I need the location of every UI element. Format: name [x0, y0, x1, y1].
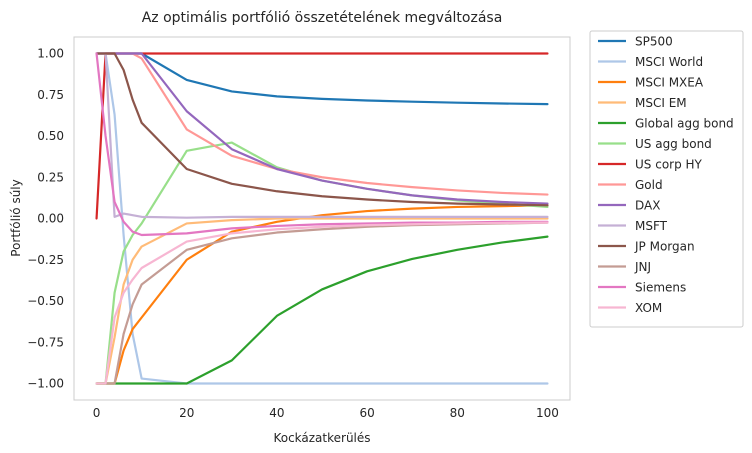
- y-tick-label: 0.00: [37, 212, 64, 226]
- legend-label: Siemens: [635, 281, 686, 295]
- series-line-13: [95, 221, 549, 385]
- y-tick-label: −0.25: [27, 253, 64, 267]
- legend-label: JP Morgan: [634, 240, 695, 254]
- series-line-10: [95, 52, 549, 207]
- x-axis-title: Kockázatkerülés: [273, 431, 370, 445]
- series-line-3: [95, 217, 549, 385]
- legend-label: US agg bond: [635, 137, 712, 151]
- y-tick-label: −1.00: [27, 377, 64, 391]
- series-line-4: [95, 235, 549, 385]
- legend-label: JNJ: [634, 260, 651, 274]
- x-tick-label: 80: [450, 406, 465, 420]
- legend-frame: [589, 30, 744, 328]
- x-tick-label: 0: [93, 406, 101, 420]
- legend-label: MSCI MXEA: [635, 76, 704, 90]
- series-line-8: [95, 52, 549, 205]
- x-tick-label: 100: [536, 406, 559, 420]
- x-tick-label: 40: [269, 406, 284, 420]
- legend-label: Gold: [635, 178, 663, 192]
- series-lines: [95, 52, 549, 385]
- y-axis-title: Portfólió súly: [9, 179, 23, 256]
- legend-label: DAX: [635, 199, 660, 213]
- series-line-1: [95, 52, 549, 385]
- legend-label: US corp HY: [635, 158, 703, 172]
- y-tick-label: 0.25: [37, 170, 64, 184]
- plot-area: 0 20 40 60 80 100 1.00 0.75 0.50 0.25 0.00 −0.25 −0…: [27, 36, 571, 420]
- series-line-9: [95, 52, 549, 219]
- y-tick-label: 1.00: [37, 47, 64, 61]
- legend-label: XOM: [635, 301, 662, 315]
- legend-label: MSCI World: [635, 55, 703, 69]
- y-tick-label: −0.50: [27, 294, 64, 308]
- legend-label: MSCI EM: [635, 96, 687, 110]
- x-tick-label: 60: [359, 406, 374, 420]
- legend-label: MSFT: [635, 219, 668, 233]
- legend-label: Global agg bond: [635, 117, 734, 131]
- x-tick-label: 20: [179, 406, 194, 420]
- legend: SP500 MSCI World MSCI MXEA MSCI EM Global ag…: [589, 30, 744, 328]
- chart-title: Az optimális portfólió összetételének me…: [142, 10, 503, 26]
- y-axis-ticks: 1.00 0.75 0.50 0.25 0.00 −0.25 −0.50 −0.75 −1.00: [27, 47, 64, 391]
- x-axis-ticks: 0 20 40 60 80 100: [93, 406, 559, 420]
- legend-label: SP500: [635, 35, 673, 49]
- y-tick-label: 0.50: [37, 129, 64, 143]
- y-tick-label: −0.75: [27, 335, 64, 349]
- series-line-12: [95, 52, 549, 237]
- y-tick-label: 0.75: [37, 88, 64, 102]
